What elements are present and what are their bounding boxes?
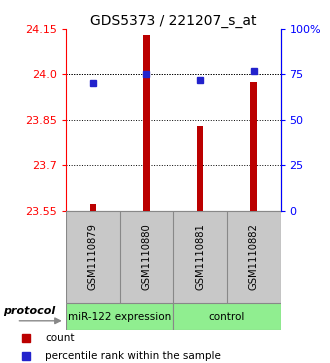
Text: GSM1110881: GSM1110881	[195, 223, 205, 290]
Text: control: control	[209, 312, 245, 322]
Bar	[143, 35, 150, 211]
Bar	[173, 303, 280, 330]
Text: GSM1110879: GSM1110879	[88, 223, 98, 290]
Text: percentile rank within the sample: percentile rank within the sample	[46, 351, 221, 361]
Bar	[66, 303, 173, 330]
Text: protocol: protocol	[3, 306, 55, 316]
Title: GDS5373 / 221207_s_at: GDS5373 / 221207_s_at	[90, 14, 256, 28]
Bar	[250, 82, 257, 211]
Bar	[90, 204, 96, 211]
Text: count: count	[46, 333, 75, 343]
Text: GSM1110882: GSM1110882	[249, 223, 259, 290]
Bar	[197, 126, 203, 211]
Text: GSM1110880: GSM1110880	[142, 224, 151, 290]
Text: miR-122 expression: miR-122 expression	[68, 312, 171, 322]
